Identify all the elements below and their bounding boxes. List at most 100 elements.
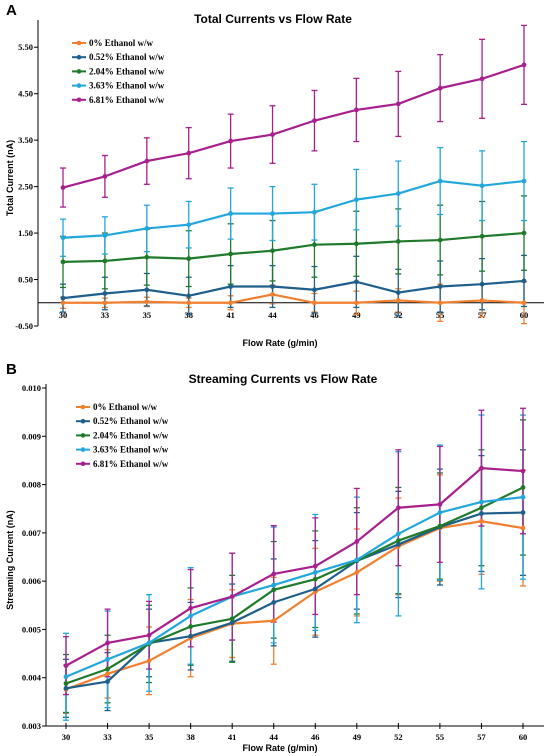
chart-a-data-point <box>395 298 401 303</box>
chart-streaming-currents: Streaming Currents vs Flow Rate Flow Rat… <box>5 372 544 753</box>
chart-b-data-point <box>312 570 318 575</box>
chart-a-data-point <box>144 226 150 231</box>
chart-b-data-point <box>520 468 526 474</box>
chart-a-series-line <box>62 63 525 189</box>
chart-a-data-point <box>60 259 66 265</box>
chart-b-x-tick-label: 44 <box>269 732 278 742</box>
chart-a-legend-marker <box>76 97 82 103</box>
chart-b-data-point <box>479 511 484 516</box>
chart-b-legend-marker <box>80 418 86 424</box>
chart-b-data-point <box>354 539 360 544</box>
chart-b-data-point <box>479 518 484 524</box>
chart-b-data-point <box>271 618 277 624</box>
chart-a-data-point <box>228 300 234 306</box>
chart-a-legend-marker <box>76 83 82 88</box>
chart-a-legend-label: 6.81% Ethanol w/w <box>89 95 165 105</box>
chart-a-data-point <box>60 295 66 301</box>
chart-b-legend-marker <box>80 404 86 410</box>
chart-a-data-point <box>186 256 192 262</box>
chart-b-x-tick-label: 35 <box>145 732 154 742</box>
chart-b-data-point <box>105 671 110 677</box>
chart-a-data-point <box>186 222 192 228</box>
chart-a-data-point <box>60 300 66 306</box>
chart-a-data-point <box>395 290 401 295</box>
chart-b-y-tick-label: 0.004 <box>22 673 42 683</box>
chart-b-data-point <box>354 570 360 575</box>
chart-a-data-point <box>437 85 443 91</box>
chart-b-data-point <box>437 501 443 507</box>
chart-a-data-point <box>60 235 66 241</box>
chart-b-data-point <box>146 632 152 638</box>
chart-b-series-line <box>65 467 524 667</box>
chart-a-data-point <box>521 278 527 284</box>
chart-a-data-point <box>102 291 108 296</box>
chart-a-data-point <box>270 211 275 216</box>
chart-a-legend-label: 2.04% Ethanol w/w <box>89 66 165 76</box>
chart-title-a: Total Currents vs Flow Rate <box>194 12 352 26</box>
chart-a-data-point <box>144 254 150 260</box>
chart-a-legend-label: 0% Ethanol w/w <box>89 38 154 48</box>
chart-b-data-point <box>105 666 110 672</box>
chart-a-y-tick-label: 3.50 <box>18 135 33 145</box>
chart-b-data-point <box>395 538 401 543</box>
chart-a-data-point <box>102 173 108 179</box>
chart-a-data-point <box>312 242 317 248</box>
chart-b-data-point <box>63 681 69 686</box>
chart-b-data-point <box>479 505 484 511</box>
chart-b-y-tick-label: 0.009 <box>22 431 41 441</box>
chart-b-data-point <box>479 465 484 471</box>
chart-b-legend-label: 2.04% Ethanol w/w <box>93 430 169 440</box>
chart-b-data-point <box>395 505 401 511</box>
chart-b-legend-label: 0% Ethanol w/w <box>93 402 158 412</box>
chart-a-x-tick-label: 35 <box>143 310 152 320</box>
chart-a-data-point <box>186 300 192 306</box>
chart-a-data-point <box>228 251 234 257</box>
chart-b-data-point <box>437 523 443 529</box>
chart-a-data-point <box>102 300 108 306</box>
chart-a-x-tick-label: 41 <box>226 310 235 320</box>
chart-b-legend-marker <box>80 461 86 467</box>
chart-b-y-tick-label: 0.006 <box>22 576 41 586</box>
panel-letter-a: A <box>6 2 17 19</box>
chart-b-data-point <box>146 658 152 664</box>
chart-b-data-point <box>271 571 277 577</box>
chart-a-data-point <box>437 237 443 243</box>
chart-a-data-point <box>270 284 275 289</box>
chart-b-data-point <box>146 640 152 646</box>
chart-b-data-point <box>520 485 526 490</box>
chart-b-data-point <box>188 624 194 629</box>
chart-b-x-tick-label: 57 <box>477 732 486 742</box>
chart-a-series-line <box>62 179 525 239</box>
x-axis-label-b: Flow Rate (g/min) <box>243 743 318 753</box>
chart-b-x-tick-label: 52 <box>394 732 403 742</box>
chart-b-data-point <box>188 605 194 611</box>
chart-a-data-point <box>144 287 150 293</box>
chart-b-legend-label: 6.81% Ethanol w/w <box>93 459 169 469</box>
chart-a-data-point <box>521 230 527 236</box>
chart-a-data-point <box>521 300 527 306</box>
chart-b-data-point <box>188 633 194 639</box>
chart-b-data-point <box>271 587 277 593</box>
y-axis-label-a: Total Current (nA) <box>5 140 15 216</box>
chart-b-data-point <box>229 616 235 622</box>
chart-b-x-tick-label: 30 <box>62 732 71 742</box>
chart-a-data-point <box>312 209 317 215</box>
chart-a-data-point <box>144 158 150 164</box>
chart-b-data-point <box>105 679 110 684</box>
chart-b-data-point <box>229 594 235 599</box>
chart-a-data-point <box>437 284 443 289</box>
chart-a-data-point <box>353 279 359 285</box>
chart-a-data-point <box>312 300 317 306</box>
chart-b-data-point <box>63 663 69 669</box>
chart-b-data-point <box>520 494 526 500</box>
chart-a-y-tick-label: 4.50 <box>18 89 33 99</box>
chart-a-y-tick-label: 1.50 <box>18 228 33 238</box>
chart-a-y-tick-label: 0.50 <box>18 275 33 285</box>
chart-a-series-line <box>62 279 525 300</box>
chart-b-data-point <box>188 613 194 619</box>
chart-a-x-tick-label: 33 <box>101 310 110 320</box>
chart-a-x-tick-label: 44 <box>268 310 277 320</box>
chart-a-data-point <box>353 107 359 113</box>
chart-b-data-point <box>63 674 69 680</box>
chart-a-data-point <box>479 76 485 82</box>
